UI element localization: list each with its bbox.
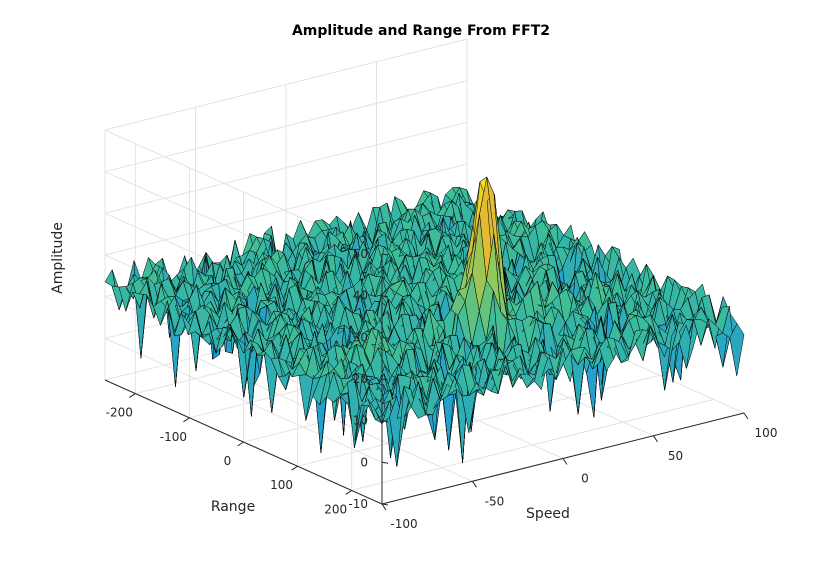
z-tick-label: 30 — [353, 330, 368, 344]
y-tick-label: 0 — [224, 454, 232, 468]
x-tick-label: 50 — [668, 449, 683, 463]
x-axis-label: Speed — [526, 506, 570, 522]
grid-line-y-floor — [297, 374, 660, 467]
z-tick-mark — [381, 461, 389, 464]
y-tick-mark — [291, 465, 298, 471]
y-tick-label: -200 — [106, 406, 133, 420]
x-tick-label: -100 — [390, 517, 417, 531]
z-tick-mark — [381, 253, 389, 256]
x-tick-mark — [562, 458, 568, 465]
y-tick-label: 200 — [324, 502, 347, 516]
z-tick-label: 10 — [353, 414, 368, 428]
y-tick-label: -100 — [160, 430, 187, 444]
z-tick-mark — [381, 295, 389, 298]
y-tick-mark — [129, 393, 136, 399]
x-tick-mark — [472, 481, 477, 488]
z-tick-label: 40 — [353, 289, 368, 303]
chart-title: Amplitude and Range From FFT2 — [292, 23, 550, 39]
z-tick-mark — [381, 336, 389, 339]
y-tick-label: 100 — [270, 478, 293, 492]
z-tick-label: -10 — [348, 497, 368, 511]
z-tick-label: 50 — [353, 247, 368, 261]
z-tick-mark — [381, 378, 389, 381]
y-tick-mark — [345, 489, 352, 495]
x-tick-mark — [743, 412, 749, 420]
z-tick-label: 20 — [353, 372, 368, 386]
z-axis-label: Amplitude — [50, 222, 66, 294]
y-tick-mark — [237, 441, 244, 447]
y-tick-mark — [183, 417, 190, 423]
z-tick-mark — [381, 503, 389, 506]
surface-face — [729, 323, 745, 377]
z-tick-label: 0 — [360, 455, 368, 469]
x-tick-mark — [653, 435, 658, 443]
x-tick-label: -50 — [485, 494, 505, 508]
axes-box — [104, 253, 749, 511]
x-tick-label: 0 — [581, 472, 589, 486]
surface-mesh — [104, 176, 745, 467]
x-tick-mark — [381, 503, 387, 511]
z-tick-mark — [381, 420, 389, 423]
x-tick-label: 100 — [755, 426, 778, 440]
grid-line-y-floor — [351, 398, 714, 491]
y-axis-label: Range — [211, 499, 255, 515]
